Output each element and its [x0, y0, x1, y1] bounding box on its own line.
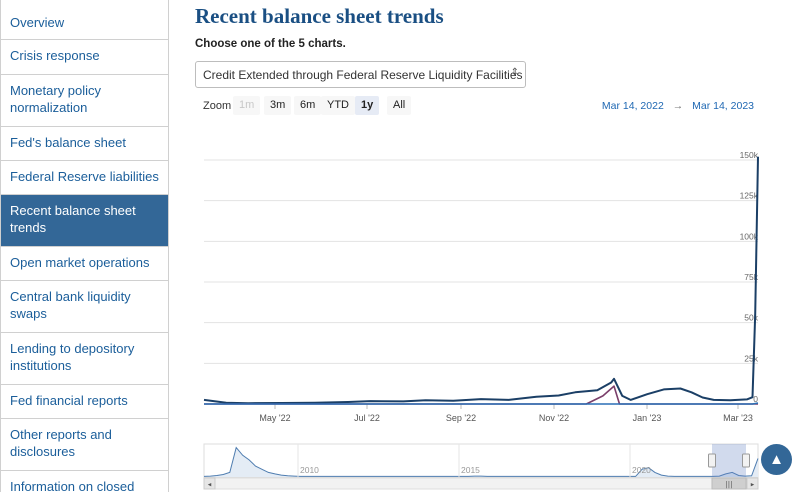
y-tick-label: 25k — [744, 353, 758, 363]
zoom-button-ytd[interactable]: YTD — [321, 96, 355, 115]
nav-item-crisis-response[interactable]: Crisis response — [0, 40, 168, 75]
navigator-year-label: 2020 — [632, 465, 651, 475]
select-caret-icon: ⇕ — [510, 67, 519, 78]
range-to-input[interactable]: Mar 14, 2023 — [692, 100, 754, 112]
nav-item-information-on-closed[interactable]: Information on closed — [0, 471, 168, 492]
series-line-c — [204, 402, 759, 405]
navigator-line — [203, 446, 759, 477]
main-content: Recent balance sheet trends Choose one o… — [169, 0, 800, 492]
navigator-handle[interactable] — [742, 453, 750, 468]
zoom-button-all[interactable]: All — [387, 96, 412, 115]
zoom-label: Zoom — [203, 100, 232, 112]
x-tick-label: Jul '22 — [354, 413, 380, 423]
x-tick-label: Mar '23 — [723, 413, 753, 423]
page-title: Recent balance sheet trends — [195, 4, 444, 28]
nav-item-fed-financial-reports[interactable]: Fed financial reports — [0, 385, 168, 419]
nav-item-central-bank-liquidity-swaps[interactable]: Central bank liquidity swaps — [0, 281, 168, 333]
date-range: Mar 14, 2022 → Mar 14, 2023 — [602, 100, 754, 112]
navigator-scrollbar-track[interactable] — [203, 477, 759, 490]
scroll-right-button[interactable] — [746, 477, 759, 490]
nav-item-other-reports-and-disclosures[interactable]: Other reports and disclosures — [0, 419, 168, 471]
section-nav: Overview Crisis response Monetary policy… — [0, 0, 169, 492]
y-tick-label: 150k — [740, 150, 759, 160]
navigator-area — [204, 447, 758, 477]
nav-item-monetary-policy-normalization[interactable]: Monetary policy normalization — [0, 75, 168, 127]
navigator-handle[interactable] — [708, 453, 716, 468]
nav-item-recent-balance-sheet-trends[interactable]: Recent balance sheet trends — [0, 195, 168, 247]
y-tick-label: 100k — [740, 231, 759, 241]
nav-item-overview[interactable]: Overview — [0, 0, 168, 40]
x-tick-label: Nov '22 — [539, 413, 569, 423]
zoom-button-1y[interactable]: 1y — [355, 96, 380, 115]
navigator-scrollbar-thumb[interactable] — [711, 477, 747, 490]
y-tick-label: 125k — [740, 191, 759, 201]
nav-item-open-market-operations[interactable]: Open market operations — [0, 247, 168, 281]
nav-item-federal-reserve-liabilities[interactable]: Federal Reserve liabilities — [0, 161, 168, 195]
zoom-button-6m[interactable]: 6m — [294, 96, 322, 115]
scroll-grip-icon: ||| — [725, 481, 732, 489]
zoom-button-3m[interactable]: 3m — [264, 96, 292, 115]
chart-select-value: Credit Extended through Federal Reserve … — [203, 68, 523, 82]
x-tick-label: Sep '22 — [446, 413, 476, 423]
x-tick-label: May '22 — [259, 413, 290, 423]
chart-navigator[interactable]: 2010 2015 2020 ◂ ▸ ||| — [169, 440, 800, 492]
balance-sheet-chart[interactable]: 0 25k 50k 75k 100k 125k 150k May '22 Jul '22 Sep … — [169, 120, 800, 430]
range-arrow-icon: → — [672, 100, 684, 112]
series-line-a — [203, 156, 759, 405]
navigator-selection — [712, 444, 746, 477]
x-tick-label: Jan '23 — [633, 413, 662, 423]
chevron-up-icon: ▲ — [769, 451, 784, 468]
navigator-year-label: 2010 — [300, 465, 319, 475]
nav-item-lending-to-depository-institutions[interactable]: Lending to depository institutions — [0, 333, 168, 385]
chevron-left-icon: ◂ — [208, 481, 212, 489]
range-from-input[interactable]: Mar 14, 2022 — [601, 100, 664, 112]
navigator-frame — [203, 443, 759, 478]
navigator-year-label: 2015 — [461, 465, 480, 475]
y-tick-label: 0 — [753, 394, 758, 404]
nav-item-feds-balance-sheet[interactable]: Fed's balance sheet — [0, 127, 168, 161]
chevron-right-icon: ▸ — [751, 481, 755, 489]
zoom-button-1m[interactable]: 1m — [233, 96, 261, 115]
y-tick-label: 75k — [744, 272, 758, 282]
scroll-left-button[interactable] — [203, 477, 216, 490]
back-to-top-button[interactable]: ▲ — [761, 444, 792, 475]
chart-chooser-label: Choose one of the 5 charts. — [195, 38, 346, 50]
y-tick-label: 50k — [744, 313, 758, 323]
chart-select[interactable]: Credit Extended through Federal Reserve … — [195, 61, 526, 88]
